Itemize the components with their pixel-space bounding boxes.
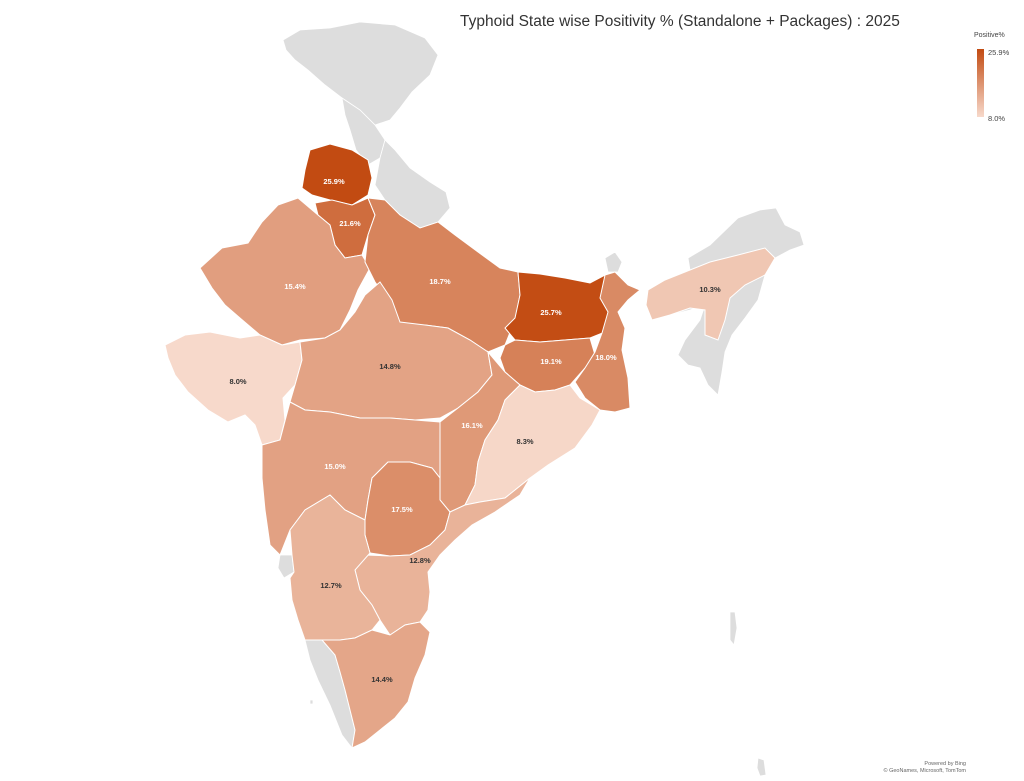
region-nicobar-islands [756, 757, 767, 777]
color-legend: Positive% 25.9% 8.0% [966, 32, 1018, 124]
value-label-haryana-delhi: 21.6% [339, 219, 361, 228]
value-label-rajasthan: 15.4% [284, 282, 306, 291]
value-label-bihar: 25.7% [540, 308, 562, 317]
region-west-bengal [574, 271, 641, 413]
value-label-karnataka: 12.7% [320, 581, 342, 590]
region-gujarat [164, 331, 303, 446]
region-himachal-pradesh [341, 97, 386, 166]
value-label-punjab: 25.9% [323, 177, 345, 186]
legend-title: Positive% [974, 32, 1005, 39]
value-label-odisha: 8.3% [516, 437, 533, 446]
region-tamil-nadu [320, 621, 431, 749]
value-label-andhra-pradesh: 12.8% [409, 556, 431, 565]
value-label-assam: 10.3% [699, 285, 721, 294]
attribution-line-1: Powered by Bing [924, 761, 966, 767]
region-assam [645, 247, 776, 341]
region-jammu-kashmir [282, 21, 439, 126]
value-label-jharkhand: 19.1% [540, 357, 562, 366]
value-label-maharashtra: 15.0% [324, 462, 346, 471]
region-sikkim [604, 251, 623, 273]
state-regions [164, 143, 776, 749]
region-bihar [504, 271, 621, 343]
attribution-line-2: © GeoNames, Microsoft, TomTom [883, 768, 967, 774]
state-value-labels: 25.9% 21.6% 15.4% 18.7% 25.7% 10.3% 8.0% 14.8% 1… [229, 177, 721, 684]
region-punjab [301, 143, 373, 206]
value-label-chhattisgarh: 16.1% [461, 421, 483, 430]
region-andaman-islands [729, 611, 738, 646]
region-goa [277, 554, 295, 579]
legend-min-label: 8.0% [988, 114, 1006, 123]
value-label-gujarat: 8.0% [229, 377, 246, 386]
legend-max-label: 25.9% [988, 48, 1010, 57]
value-label-telangana: 17.5% [391, 505, 413, 514]
map-title: Typhoid State wise Positivity % (Standal… [460, 13, 900, 30]
value-label-tamil-nadu: 14.4% [371, 675, 393, 684]
region-lakshadweep [309, 699, 314, 705]
value-label-uttar-pradesh: 18.7% [429, 277, 451, 286]
region-andhra-pradesh [354, 477, 531, 636]
region-karnataka [289, 494, 381, 641]
value-label-madhya-pradesh: 14.8% [379, 362, 401, 371]
legend-gradient-bar [977, 49, 984, 117]
region-uttar-pradesh [364, 197, 521, 353]
map-attribution: Powered by Bing © GeoNames, Microsoft, T… [884, 761, 967, 775]
value-label-west-bengal: 18.0% [595, 353, 617, 362]
